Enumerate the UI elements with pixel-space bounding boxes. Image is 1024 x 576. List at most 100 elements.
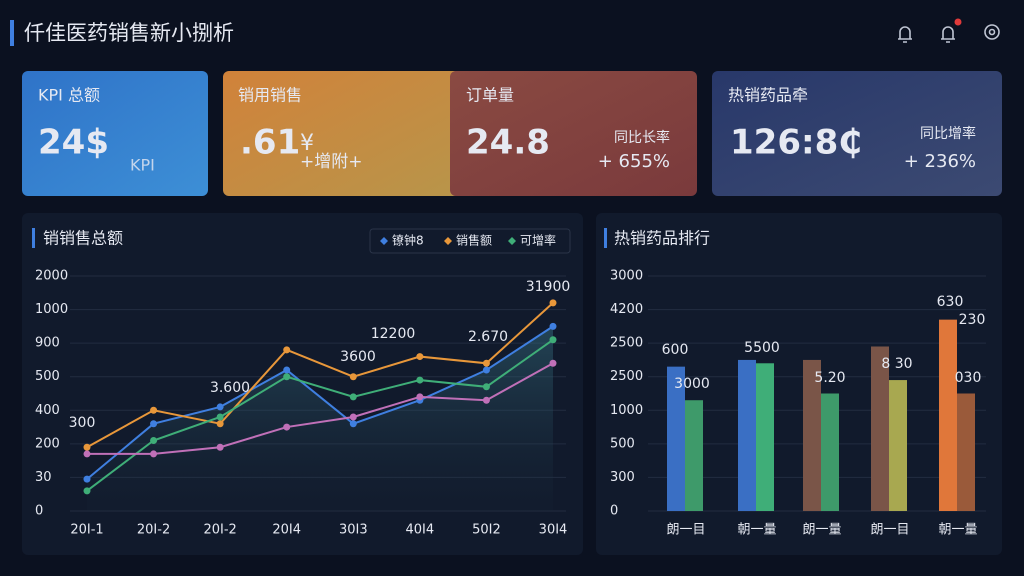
y-tick-label: 500 xyxy=(610,436,635,451)
data-point xyxy=(83,487,91,495)
kpi-badge: KPI xyxy=(130,156,155,175)
y-tick-label: 2500 xyxy=(610,369,643,384)
data-point xyxy=(150,437,158,444)
series-line xyxy=(87,362,554,455)
settings-icon[interactable] xyxy=(984,24,1000,40)
kpi-label: 热销药品牵 xyxy=(728,86,808,105)
kpi-value: .61 xyxy=(240,123,300,163)
annotation: 630 xyxy=(937,294,964,310)
legend xyxy=(369,228,571,254)
y-tick-label: 500 xyxy=(35,369,60,384)
data-point xyxy=(549,336,557,344)
legend-marker xyxy=(508,237,516,245)
x-tick-label: 30I4 xyxy=(539,523,568,538)
kpi-card[interactable] xyxy=(712,71,1002,196)
y-tick-label: 300 xyxy=(610,470,635,485)
kpi-value: 24$ xyxy=(38,123,109,163)
y-tick-label: 4200 xyxy=(610,302,643,317)
settings-icon-center xyxy=(988,28,996,36)
x-tick-label: 朗一目 xyxy=(666,523,705,538)
bar xyxy=(667,366,685,511)
annotation: 2.670 xyxy=(468,329,508,345)
kpi-unit: ¥ xyxy=(300,131,314,156)
data-point xyxy=(283,373,291,381)
messages-icon[interactable] xyxy=(941,26,955,43)
kpi-card[interactable] xyxy=(450,71,697,196)
kpi-change-label: 同比长率 xyxy=(614,129,670,146)
badge-dot xyxy=(954,18,962,26)
chart-title: 热销药品排行 xyxy=(614,229,710,248)
panel-accent xyxy=(32,228,35,248)
area xyxy=(87,326,553,511)
annotation: 300 xyxy=(69,415,96,431)
notification-icon[interactable] xyxy=(898,26,912,43)
bar xyxy=(738,359,756,511)
x-tick-label: 朗一量 xyxy=(802,523,841,538)
kpi-change: + 236% xyxy=(904,151,976,172)
annotation: 8 30 xyxy=(881,356,912,372)
chart-title: 销销售总额 xyxy=(43,229,123,248)
bar xyxy=(821,393,839,511)
x-tick-label: 20I-2 xyxy=(137,523,170,538)
data-point xyxy=(216,413,224,421)
x-tick-label: 朝一量 xyxy=(938,523,977,538)
annotation: 5500 xyxy=(744,340,780,356)
kpi-label: 销用销售 xyxy=(238,86,302,105)
kpi-change: +增附+ xyxy=(300,152,363,172)
annotation: 3600 xyxy=(340,349,376,365)
bar xyxy=(871,346,889,511)
annotation: 12200 xyxy=(371,326,416,342)
kpi-value: 24.8 xyxy=(466,123,550,163)
legend-label: 销售额 xyxy=(456,233,492,248)
x-tick-label: 40I4 xyxy=(406,523,435,538)
kpi-label: 订单量 xyxy=(466,86,514,105)
x-tick-label: 30I3 xyxy=(339,523,368,538)
kpi-label: KPI 总额 xyxy=(38,86,100,105)
y-tick-label: 2000 xyxy=(35,269,68,284)
data-point xyxy=(416,393,424,401)
kpi-change: + 655% xyxy=(598,151,670,172)
data-point xyxy=(83,475,91,483)
kpi-change-label: 同比增率 xyxy=(920,125,976,142)
page-title: 仟佳医药销售新小捌析 xyxy=(24,21,234,45)
title-accent xyxy=(10,20,14,46)
data-point xyxy=(150,420,158,428)
bar xyxy=(889,380,907,511)
data-point xyxy=(83,450,91,458)
annotation: 030 xyxy=(955,370,982,386)
y-tick-label: 3000 xyxy=(610,269,643,284)
annotation: 3000 xyxy=(674,376,710,392)
y-tick-label: 200 xyxy=(35,436,60,451)
data-point xyxy=(416,376,424,384)
legend-marker xyxy=(380,237,388,245)
y-tick-label: 1000 xyxy=(610,403,643,418)
x-tick-label: 20I-2 xyxy=(203,523,236,538)
data-point xyxy=(349,393,357,401)
data-point xyxy=(150,406,158,414)
x-tick-label: 朝一量 xyxy=(737,523,776,538)
bar xyxy=(685,400,703,511)
legend-marker xyxy=(444,237,452,245)
legend-label: 镣钟8 xyxy=(392,233,424,248)
bar xyxy=(756,363,774,511)
x-tick-label: 50I2 xyxy=(472,523,501,538)
bar xyxy=(803,359,821,511)
series-line xyxy=(86,302,554,449)
data-point xyxy=(349,420,357,428)
data-point xyxy=(549,299,557,307)
kpi-card[interactable] xyxy=(223,71,460,196)
data-point xyxy=(549,359,557,367)
data-point xyxy=(283,346,291,354)
data-point xyxy=(349,413,357,421)
kpi-card[interactable] xyxy=(22,71,208,196)
data-point xyxy=(549,322,557,330)
data-point xyxy=(482,383,490,391)
annotation: 5.20 xyxy=(814,370,845,386)
bar xyxy=(957,393,975,511)
x-tick-label: 20I-1 xyxy=(70,523,103,538)
x-tick-label: 朗一目 xyxy=(870,523,909,538)
data-point xyxy=(150,450,158,458)
data-point xyxy=(349,373,357,381)
y-tick-label: 0 xyxy=(35,504,43,519)
